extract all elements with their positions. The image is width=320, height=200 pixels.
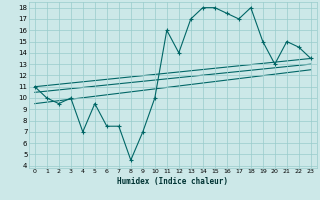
X-axis label: Humidex (Indice chaleur): Humidex (Indice chaleur) [117,177,228,186]
